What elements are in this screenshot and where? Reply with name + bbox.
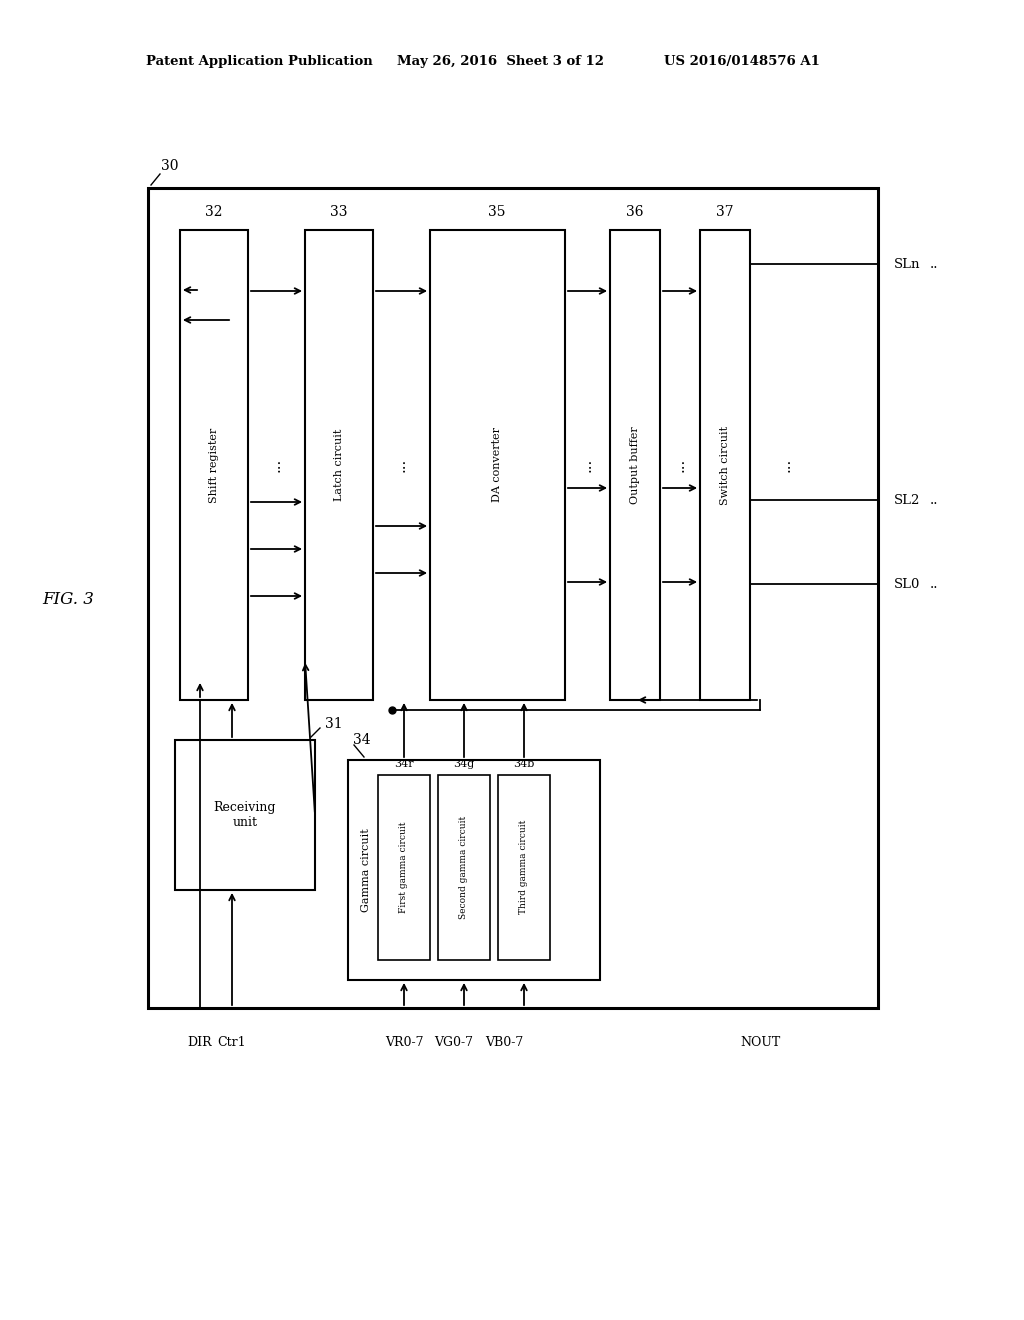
Text: SLn: SLn <box>894 257 921 271</box>
Text: Shift register: Shift register <box>209 428 219 503</box>
Text: Switch circuit: Switch circuit <box>720 425 730 504</box>
Text: ..: .. <box>930 492 939 507</box>
Text: Patent Application Publication: Patent Application Publication <box>146 54 373 67</box>
Text: ..: .. <box>930 257 939 271</box>
Text: 37: 37 <box>716 205 734 219</box>
Text: Receiving
unit: Receiving unit <box>214 801 276 829</box>
Text: Gamma circuit: Gamma circuit <box>361 828 371 912</box>
Text: 34: 34 <box>353 733 371 747</box>
Text: DA converter: DA converter <box>492 428 502 503</box>
Text: 34g: 34g <box>454 759 475 770</box>
Text: ...: ... <box>779 458 793 473</box>
Text: NOUT: NOUT <box>740 1036 780 1049</box>
Text: Latch circuit: Latch circuit <box>334 429 344 502</box>
Bar <box>430 230 565 700</box>
Text: 36: 36 <box>627 205 644 219</box>
Text: ...: ... <box>394 458 408 473</box>
Bar <box>148 187 878 1008</box>
Text: Output buffer: Output buffer <box>630 426 640 504</box>
Text: ..: .. <box>930 577 939 591</box>
Bar <box>348 760 600 979</box>
Text: ...: ... <box>673 458 687 473</box>
Text: 34r: 34r <box>394 759 414 770</box>
Bar <box>175 741 315 890</box>
Text: DIR: DIR <box>187 1036 212 1049</box>
Text: 31: 31 <box>325 717 343 731</box>
Text: VB0-7: VB0-7 <box>485 1036 523 1049</box>
Text: SL2: SL2 <box>894 494 921 507</box>
Bar <box>700 230 750 700</box>
Text: Second gamma circuit: Second gamma circuit <box>460 816 469 919</box>
Text: ...: ... <box>580 458 594 473</box>
Bar <box>610 230 660 700</box>
Text: US 2016/0148576 A1: US 2016/0148576 A1 <box>664 54 819 67</box>
Text: FIG. 3: FIG. 3 <box>42 591 94 609</box>
Text: ...: ... <box>269 458 283 473</box>
Text: Ctr1: Ctr1 <box>218 1036 247 1049</box>
Bar <box>438 775 490 960</box>
Text: 33: 33 <box>331 205 348 219</box>
Text: SL0: SL0 <box>894 578 921 590</box>
Bar <box>305 230 373 700</box>
Text: 35: 35 <box>488 205 506 219</box>
Text: VG0-7: VG0-7 <box>434 1036 473 1049</box>
Text: 30: 30 <box>161 158 179 173</box>
Text: 32: 32 <box>205 205 223 219</box>
Text: Third gamma circuit: Third gamma circuit <box>519 820 528 915</box>
Bar <box>498 775 550 960</box>
Bar <box>378 775 430 960</box>
Bar <box>180 230 248 700</box>
Text: 34b: 34b <box>513 759 535 770</box>
Text: First gamma circuit: First gamma circuit <box>399 821 409 912</box>
Text: May 26, 2016  Sheet 3 of 12: May 26, 2016 Sheet 3 of 12 <box>397 54 604 67</box>
Text: VR0-7: VR0-7 <box>385 1036 423 1049</box>
